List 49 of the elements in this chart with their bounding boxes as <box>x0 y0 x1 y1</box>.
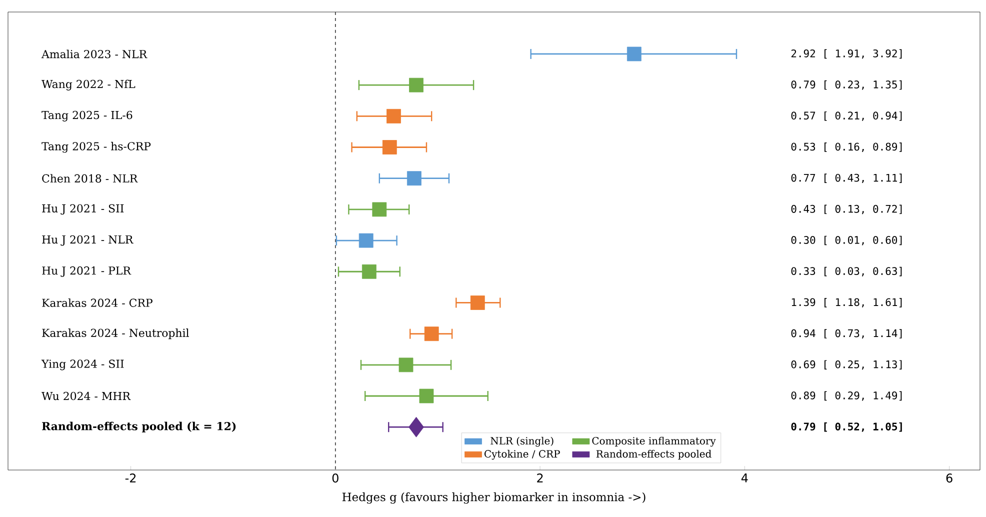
legend-label: Random-effects pooled <box>596 450 712 460</box>
x-tick-label: 2 <box>537 474 543 482</box>
point <box>362 264 376 279</box>
y-tick-label: Chen 2018 - NLR <box>42 174 138 183</box>
annotation: 0.33 [ 0.03, 0.63] <box>791 266 902 276</box>
legend-label: NLR (single) <box>490 436 554 447</box>
annotation: 0.94 [ 0.73, 1.14] <box>791 329 902 339</box>
y-tick-label: Amalia 2023 - NLR <box>41 50 148 58</box>
point <box>372 202 387 217</box>
annotation: 0.30 [ 0.01, 0.60] <box>791 236 902 246</box>
y-tick-label: Ying 2024 - SII <box>41 360 124 370</box>
y-tick-label: Hu J 2021 - SII <box>42 204 124 215</box>
point <box>382 140 397 154</box>
point <box>626 46 642 62</box>
x-tick-label: 0 <box>332 474 338 483</box>
annotation: 2.92 [ 1.91, 3.92] <box>791 49 902 59</box>
x-axis-title: Hedges g (favours higher biomarker in insomnia ->) <box>342 492 646 504</box>
y-tick-label: Wang 2022 - NfL <box>42 80 136 90</box>
point <box>386 108 401 124</box>
annotation: 0.53 [ 0.16, 0.89] <box>791 142 902 152</box>
point <box>424 326 439 342</box>
annotation: 0.89 [ 0.29, 1.49] <box>791 391 902 401</box>
y-tick-label: Tang 2025 - IL-6 <box>42 110 132 122</box>
x-tick-label: 6 <box>946 474 952 483</box>
annotation: 0.79 [ 0.23, 1.35] <box>791 80 902 90</box>
annotation: 0.79 [ 0.52, 1.05] <box>791 422 902 432</box>
annotation: 0.43 [ 0.13, 0.72] <box>791 204 902 214</box>
y-tick-label: Tang 2025 - hs-CRP <box>42 142 151 153</box>
y-tick-label: Hu J 2021 - NLR <box>42 235 134 246</box>
annotation: 1.39 [ 1.18, 1.61] <box>792 298 902 308</box>
x-tick-label: 4 <box>741 474 748 482</box>
legend-label: Composite inflammatory <box>592 436 716 447</box>
point <box>408 416 424 438</box>
point <box>358 233 374 248</box>
y-tick-label: Random-effects pooled (k = 12) <box>42 422 236 432</box>
y-tick-label: Karakas 2024 - Neutrophil <box>42 328 189 340</box>
y-tick-label: Karakas 2024 - CRP <box>42 298 152 307</box>
point <box>419 388 434 404</box>
x-tick-label: -2 <box>125 474 136 482</box>
point <box>409 78 424 92</box>
y-tick-label: Wu 2024 - MHR <box>42 392 131 400</box>
point <box>407 171 422 186</box>
point <box>470 296 485 310</box>
annotation: 0.69 [ 0.25, 1.13] <box>791 360 902 370</box>
legend-label: Cytokine / CRP <box>484 450 560 460</box>
annotation: 0.57 [ 0.21, 0.94] <box>791 111 902 121</box>
point <box>398 358 414 372</box>
annotation: 0.77 [ 0.43, 1.11] <box>791 174 902 184</box>
y-tick-label: Hu J 2021 - PLR <box>42 266 132 277</box>
